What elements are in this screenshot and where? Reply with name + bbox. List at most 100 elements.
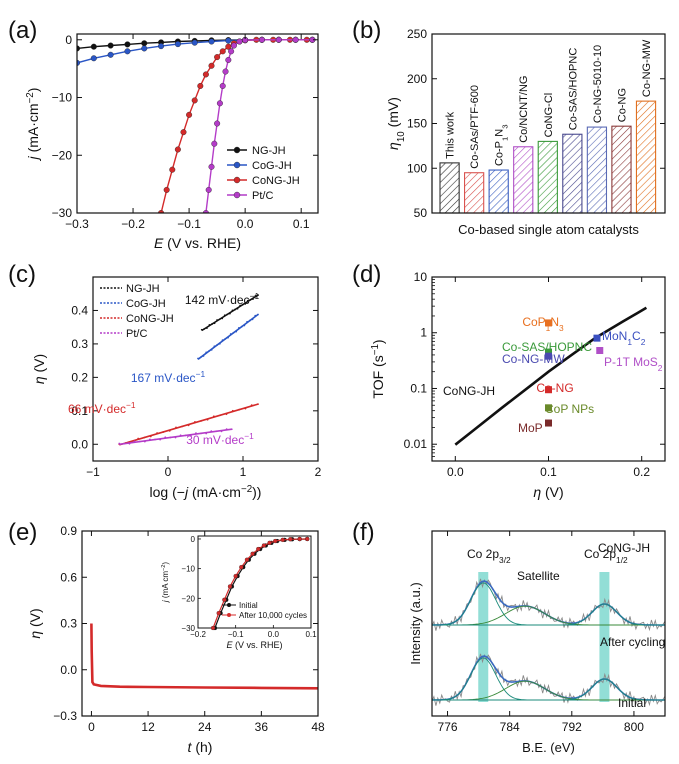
panel-a-y-label: j (mA·cm−2)	[25, 88, 42, 162]
panel-c-slope-label: 30 mV·dec−1	[186, 431, 254, 447]
panel-c-y-tick-label: 0.4	[71, 303, 88, 317]
panel-a-data-point	[216, 100, 223, 107]
panel-a-data-point	[186, 111, 193, 118]
panel-b-bar	[562, 133, 583, 214]
panel-c-data-point	[187, 424, 190, 427]
panel-c-data-point	[200, 432, 202, 435]
panel-f-frame	[431, 530, 666, 717]
panel-c-data-point	[137, 437, 140, 440]
panel-d-x-tick-label: 0.1	[540, 465, 557, 479]
panel-e-y-tick-label: 0.6	[60, 570, 77, 584]
panel-c-y-tick-label: 0.3	[71, 337, 88, 351]
panel-f-x-tick-label: 792	[562, 720, 582, 734]
panel-d-marker	[593, 334, 601, 342]
panel-c-data-point	[149, 435, 152, 438]
panel-c-data-point	[231, 309, 234, 312]
panel-a-data-point	[191, 39, 198, 46]
panel-d-x-tick-label: 0.2	[633, 465, 650, 479]
panel-f-peak-label: Satellite	[517, 569, 560, 583]
panel-e-inset-point	[297, 536, 302, 542]
panel-a-data-point	[292, 36, 299, 43]
panel-e-x-label: t (h)	[188, 739, 213, 755]
panel-e-inset-point	[288, 537, 293, 542]
panel-b-category-label: Co-SAS/HOPNC	[567, 48, 579, 131]
panel-b-y-tick-label: 200	[407, 72, 427, 86]
panel-c-data-point	[235, 330, 238, 333]
panel-e-inset-x-tick-label: 0.1	[305, 630, 317, 639]
panel-c-slope-label: 167 mV·dec−1	[131, 369, 206, 385]
panel-c-data-point	[133, 440, 136, 443]
panel-c-data-point	[257, 313, 259, 316]
panel-e-x-tick-label: 0	[88, 720, 95, 734]
panel-b-category-label: Co-P1N3	[494, 124, 510, 166]
panel-c-data-point	[244, 407, 247, 410]
panel-c-data-point	[257, 403, 259, 406]
panel-c-data-point	[154, 438, 156, 441]
panel-d-x-label: η (V)	[533, 484, 563, 500]
panel-a-data-point	[208, 38, 215, 45]
panel-f-x-tick-label: 784	[500, 720, 520, 734]
panel-a-data-point	[124, 48, 131, 55]
panel-b-y-tick-label: 150	[407, 117, 427, 131]
panel-f-highlight-band	[478, 572, 489, 702]
panel-a-data-point	[258, 36, 265, 43]
panel-e-inset-point	[227, 584, 233, 589]
panel-b-y-tick-label: 100	[407, 161, 427, 175]
panel-f-spectrum-label: Initial	[618, 696, 646, 710]
panel-d-point-label: MoP	[518, 421, 543, 435]
panel-d-marker	[545, 419, 552, 427]
panel-a-x-tick-label: −0.2	[121, 217, 145, 231]
panel-a-data-point	[211, 140, 218, 147]
panel-c-data-point	[162, 431, 165, 433]
panel-e-label: (e)	[8, 519, 37, 546]
panel-f-after-cycling-spectrum-raw	[431, 578, 666, 632]
panel-c-x-tick-label: −1	[86, 465, 100, 479]
panel-e-inset-point	[244, 557, 250, 562]
panel-a-x-label: E (V vs. RHE)	[154, 235, 241, 251]
panel-b-bar	[464, 172, 485, 214]
panel-a-x-tick-label: 0.0	[237, 217, 254, 231]
panel-e-x-tick-label: 48	[311, 720, 325, 734]
panel-c-legend-label: CoG-JH	[126, 298, 166, 310]
panel-e-inset-legend-marker	[227, 603, 231, 607]
panel-f-sample-label: CoNG-JH	[598, 541, 650, 555]
panel-a-data-point	[219, 82, 226, 89]
panel-a-y-tick-label: −30	[52, 206, 73, 220]
panel-a-legend-label: Pt/C	[252, 190, 273, 202]
panel-c-data-point	[211, 323, 213, 325]
panel-c-data-point	[164, 436, 167, 439]
panel-f-highlight-band	[599, 572, 610, 702]
panel-a-label: (a)	[8, 17, 37, 44]
panel-b-category-label: CoNG-Cl	[543, 93, 555, 138]
panel-c-data-point	[200, 419, 203, 422]
panel-b-y-tick-label: 250	[407, 27, 427, 41]
panel-c-data-point	[215, 430, 218, 433]
panel-c-x-label: log (−j (mA·cm−2))	[150, 484, 262, 501]
panel-c-data-point	[213, 322, 216, 325]
panel-c-data-point	[224, 338, 227, 340]
panel-c-data-point	[205, 432, 208, 435]
panel-c-data-point	[250, 404, 253, 407]
panel-a-data-point	[197, 82, 204, 89]
panel-e-inset-legend-marker	[227, 613, 231, 617]
panel-a-data-point	[275, 36, 282, 43]
panel-a-data-point	[208, 62, 215, 69]
panel-f-label: (f)	[352, 519, 375, 546]
panel-c-label: (c)	[8, 261, 36, 288]
panel-f-initial-spectrum-component	[432, 678, 665, 701]
panel-c-legend-label: CoNG-JH	[126, 313, 174, 325]
panel-e-inset-point	[273, 538, 278, 544]
panel-c-data-point	[234, 308, 236, 311]
panel-c-slope-label: 142 mV·dec−1	[185, 291, 260, 307]
panel-d-label: (d)	[352, 261, 381, 288]
panel-c-data-point	[239, 304, 242, 307]
panel-a-data-point	[107, 51, 114, 58]
panel-c-data-point	[149, 438, 151, 441]
panel-c-data-point	[210, 349, 213, 351]
panel-a-data-point	[225, 43, 232, 50]
panel-c-data-point	[174, 436, 177, 439]
panel-c-data-point	[238, 408, 240, 411]
panel-a-data-point	[205, 186, 212, 193]
panel-f-initial-spectrum-raw	[431, 653, 666, 707]
panel-c-data-point	[228, 312, 231, 315]
